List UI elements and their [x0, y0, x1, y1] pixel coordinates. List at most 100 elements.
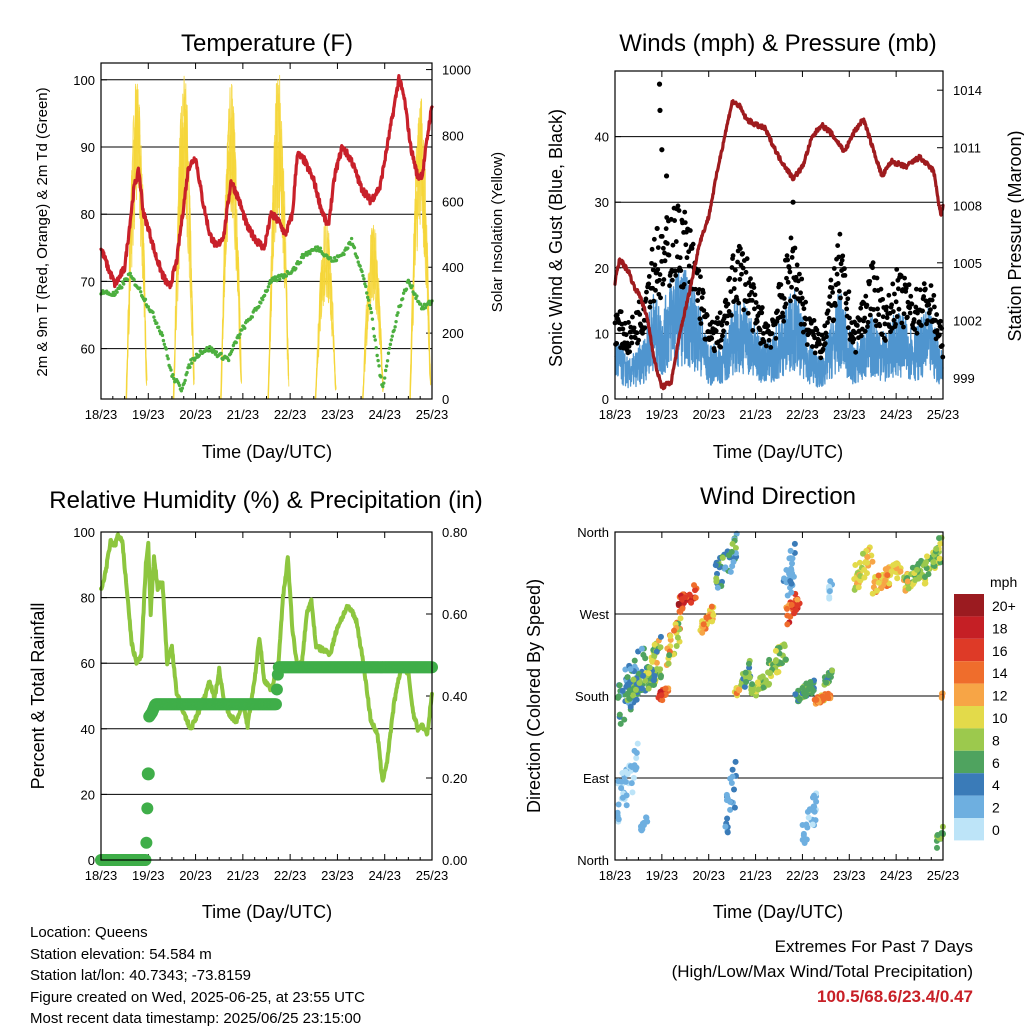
temperature-x-tick-label: 20/23: [179, 407, 212, 422]
winds-plot-frame: [614, 70, 944, 400]
gust-point: [736, 300, 742, 306]
direction-point: [855, 584, 862, 591]
gust-point: [778, 282, 784, 288]
direction-point: [731, 786, 738, 793]
temperature-y-tick-label: 70: [81, 274, 95, 289]
gust-point: [842, 272, 848, 278]
gust-point: [823, 330, 829, 336]
gust-point: [678, 268, 684, 273]
gust-point: [662, 258, 668, 264]
gust-point: [825, 308, 831, 314]
direction-point: [781, 575, 788, 582]
gust-point: [727, 275, 733, 281]
gust-point: [934, 312, 940, 317]
direction-point: [755, 686, 762, 693]
gust-point: [676, 208, 682, 213]
direction-point: [923, 559, 930, 566]
gust-point: [649, 246, 655, 252]
legend-swatch: [954, 728, 984, 751]
direction-point: [638, 645, 645, 652]
direction-point: [936, 555, 943, 562]
temperature-y-tick-label: 90: [81, 140, 95, 155]
dewpoint-point: [355, 255, 359, 260]
direction-point: [731, 804, 738, 811]
direction-point: [624, 770, 631, 777]
direction-point: [636, 680, 643, 687]
gust-point: [921, 281, 927, 287]
direction-point: [864, 553, 871, 560]
dewpoint-point: [298, 260, 303, 265]
gust-point: [689, 245, 695, 251]
gust-point: [789, 284, 794, 290]
direction-point: [631, 747, 638, 754]
direction-point: [708, 603, 715, 610]
dewpoint-point: [368, 306, 373, 311]
winds-y2-label: Station Pressure (Maroon): [1005, 130, 1024, 341]
direction-point: [665, 660, 672, 667]
temperature-chart-title: Temperature (F): [181, 30, 353, 57]
direction-point: [748, 686, 755, 693]
gust-point: [721, 328, 726, 334]
gust-point: [862, 328, 868, 334]
dewpoint-point: [375, 353, 379, 358]
temperature-y2-tick-label: 0: [442, 392, 449, 407]
temperature-y-tick-label: 80: [81, 207, 95, 222]
direction-point: [630, 774, 637, 781]
station-latlon: Station lat/lon: 40.7343; -73.8159: [30, 967, 252, 984]
direction-point: [727, 806, 734, 813]
dewpoint-point: [396, 311, 400, 315]
direction-point: [792, 691, 799, 698]
direction-point: [938, 694, 945, 701]
direction-point: [766, 656, 773, 663]
dewpoint-point: [262, 293, 267, 298]
gust-point: [651, 236, 657, 242]
gust-point: [655, 267, 661, 272]
winds-y-label: Sonic Wind & Gust (Blue, Black): [546, 109, 566, 367]
gust-point: [892, 291, 897, 297]
gust-point: [788, 298, 793, 304]
direction-point: [811, 808, 818, 815]
gust-point: [799, 276, 805, 282]
gust-point: [626, 320, 631, 325]
gust-point: [921, 294, 927, 299]
direction-point: [767, 670, 774, 677]
gust-point: [636, 337, 642, 343]
dewpoint-point: [113, 292, 117, 297]
dewpoint-point: [388, 342, 393, 347]
legend-label: 18: [992, 620, 1008, 636]
gust-point: [880, 314, 886, 320]
gust-point: [759, 305, 765, 310]
gust-point: [735, 259, 740, 265]
winds-y-tick-label: 30: [595, 195, 609, 210]
direction-point: [634, 740, 641, 747]
gust-point: [714, 315, 720, 321]
gust-point: [748, 276, 753, 282]
dewpoint-point: [383, 368, 388, 373]
gust-point: [938, 318, 943, 324]
direction-point: [630, 692, 637, 699]
humidity-x-tick-label: 24/23: [368, 868, 401, 883]
gust-point: [858, 305, 864, 311]
extremes-subtitle: (High/Low/Max Wind/Total Precipitation): [671, 962, 973, 981]
gust-point: [664, 241, 670, 246]
legend-swatch: [954, 616, 984, 639]
solar-insolation-line: [409, 106, 432, 400]
direction-x-tick-label: 24/23: [880, 868, 913, 883]
gust-point: [704, 313, 710, 318]
gust-point: [886, 292, 892, 298]
gust-point: [737, 246, 743, 251]
gust-point: [852, 330, 858, 336]
direction-point: [691, 582, 698, 589]
gust-point: [765, 323, 771, 329]
direction-point: [930, 559, 937, 566]
temperature-y2-tick-label: 400: [442, 260, 464, 275]
gust-point: [893, 321, 898, 327]
gust-point: [825, 320, 830, 325]
dewpoint-point: [214, 350, 219, 354]
extremes-values: 100.5/68.6/23.4/0.47: [817, 987, 973, 1006]
gust-point: [917, 287, 923, 293]
solar-insolation-line: [362, 224, 384, 400]
gust-point: [835, 243, 841, 248]
gust-point: [818, 355, 824, 361]
